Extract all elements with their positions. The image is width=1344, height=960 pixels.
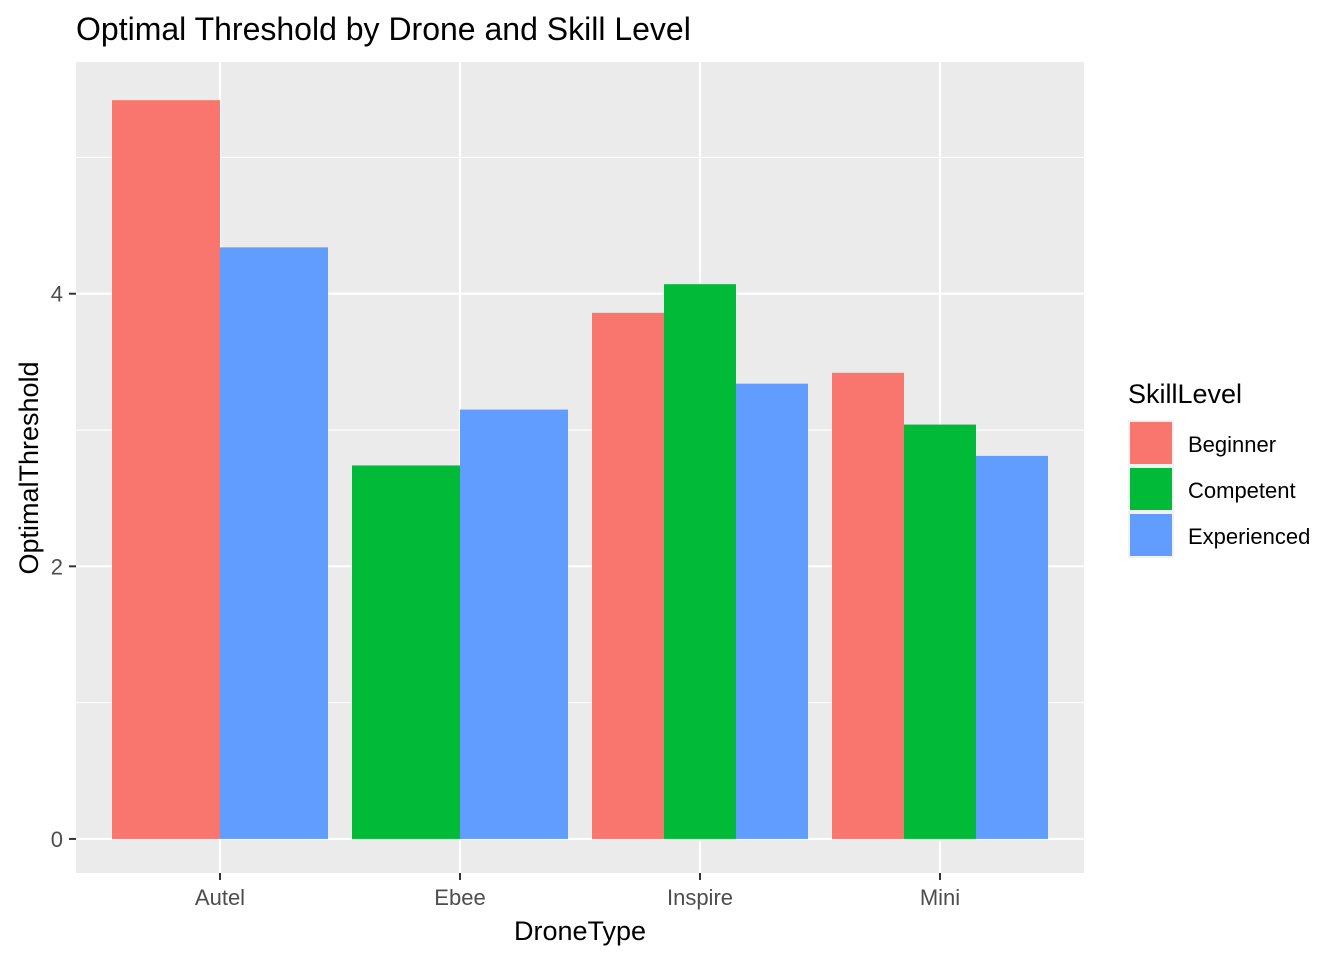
bar-inspire-beginner [592, 312, 664, 839]
legend-key-competent [1130, 468, 1172, 510]
y-axis-title: OptimalThreshold [14, 361, 44, 574]
bar-inspire-experienced [736, 383, 808, 839]
legend-label-beginner: Beginner [1188, 432, 1276, 457]
bar-mini-beginner [832, 372, 904, 839]
bar-mini-competent [904, 424, 976, 839]
bar-inspire-competent [664, 284, 736, 839]
bar-autel-beginner [112, 100, 220, 839]
y-tick-label: 0 [51, 827, 63, 852]
bars [112, 100, 1048, 839]
bar-ebee-competent [352, 465, 460, 839]
y-tick-label: 4 [51, 282, 63, 307]
legend-key-beginner [1130, 422, 1172, 464]
legend-key-experienced [1130, 514, 1172, 556]
legend-title: SkillLevel [1128, 379, 1242, 409]
x-tick-label: Autel [195, 885, 245, 910]
legend-label-competent: Competent [1188, 478, 1296, 503]
x-tick-label: Ebee [434, 885, 485, 910]
x-axis-title: DroneType [514, 916, 646, 946]
bar-mini-experienced [976, 455, 1048, 839]
x-axis: Autel Ebee Inspire Mini [195, 873, 960, 910]
y-axis: 0 2 4 [51, 282, 76, 852]
bar-autel-experienced [220, 247, 328, 839]
chart-title: Optimal Threshold by Drone and Skill Lev… [76, 11, 691, 47]
legend: SkillLevel Beginner Competent Experienced [1128, 379, 1310, 558]
x-tick-label: Inspire [667, 885, 733, 910]
x-tick-label: Mini [920, 885, 960, 910]
legend-label-experienced: Experienced [1188, 524, 1310, 549]
y-tick-label: 2 [51, 554, 63, 579]
bar-ebee-experienced [460, 409, 568, 839]
